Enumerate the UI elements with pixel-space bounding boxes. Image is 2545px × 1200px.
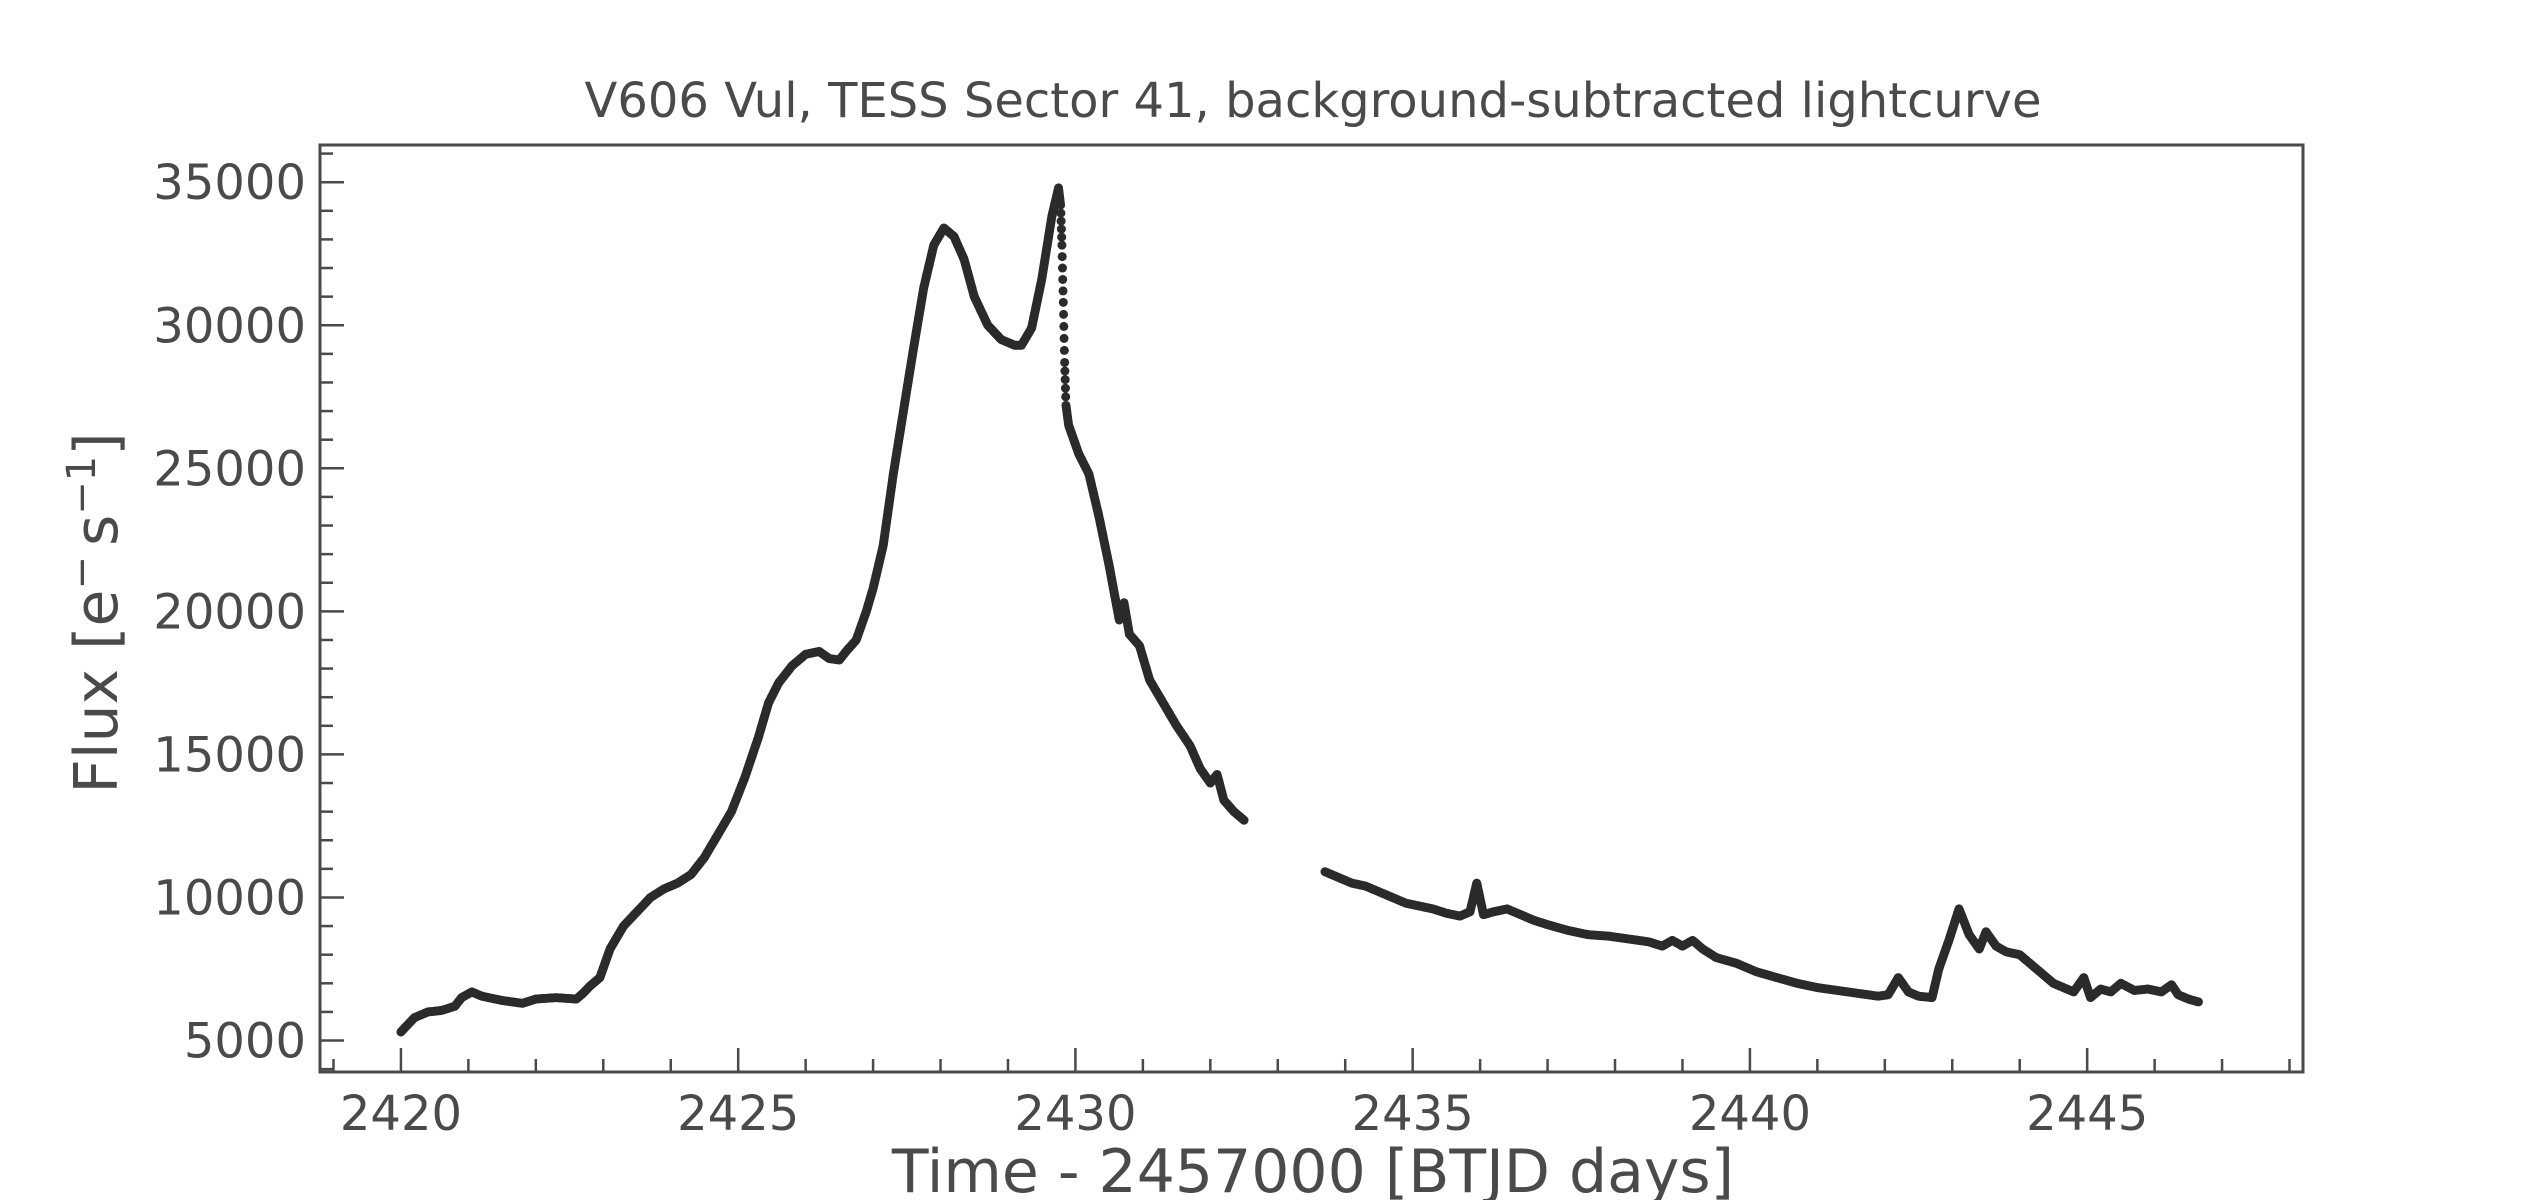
y-axis-label: Flux [e− s−1]	[59, 432, 132, 793]
x-tick-label: 2440	[1689, 1086, 1811, 1142]
y-axis-label-sup: −	[59, 556, 105, 590]
x-tick-label: 2420	[340, 1086, 462, 1142]
data-point	[1058, 286, 1068, 296]
data-point	[1057, 252, 1067, 262]
chart-title: V606 Vul, TESS Sector 41, background-sub…	[585, 73, 2042, 129]
y-axis-label-base: Flux [e	[62, 590, 132, 794]
data-point	[1060, 366, 1070, 376]
data-point	[1059, 345, 1069, 355]
x-tick-label: 2425	[677, 1086, 799, 1142]
y-axis: 5000 10000 15000 20000 25000 30000 35000	[153, 152, 344, 1071]
data-point	[1060, 375, 1070, 385]
data-point	[1060, 383, 1070, 393]
y-tick-label: 10000	[153, 870, 306, 926]
x-tick-label: 2430	[1014, 1086, 1136, 1142]
data-point	[1239, 815, 1249, 825]
data-point	[2193, 997, 2203, 1007]
data-point	[1056, 224, 1066, 234]
data-point	[1058, 297, 1068, 307]
data-point	[1056, 216, 1066, 226]
data-point	[1061, 392, 1071, 402]
y-axis-label-end: ]	[62, 432, 132, 455]
data-point	[1056, 200, 1066, 210]
x-tick-label: 2445	[2026, 1086, 2148, 1142]
data-point	[1059, 333, 1069, 343]
x-axis: 2420 2425 2430 2435 2440 2445	[332, 1048, 2291, 1142]
data-point	[1059, 309, 1069, 319]
data-series	[396, 183, 2203, 1037]
y-axis-label-mid: s	[62, 515, 132, 546]
y-tick-label: 5000	[184, 1014, 306, 1070]
data-point	[1058, 274, 1068, 284]
data-point	[1059, 321, 1069, 331]
plot-frame	[318, 143, 2305, 1074]
y-tick-label: 35000	[153, 155, 306, 211]
data-point	[1057, 232, 1067, 242]
data-point	[1057, 240, 1067, 250]
y-tick-label: 20000	[153, 584, 306, 640]
y-tick-label: 30000	[153, 298, 306, 354]
data-point	[1057, 263, 1067, 273]
data-point	[1060, 357, 1070, 367]
y-axis-label-sup2: −1	[59, 456, 105, 515]
y-tick-label: 15000	[153, 727, 306, 783]
data-point	[1056, 208, 1066, 218]
x-axis-label: Time - 2457000 [BTJD days]	[891, 1137, 1734, 1200]
y-tick-label: 25000	[153, 441, 306, 497]
x-tick-label: 2435	[1352, 1086, 1474, 1142]
plot-border	[318, 143, 2305, 1074]
